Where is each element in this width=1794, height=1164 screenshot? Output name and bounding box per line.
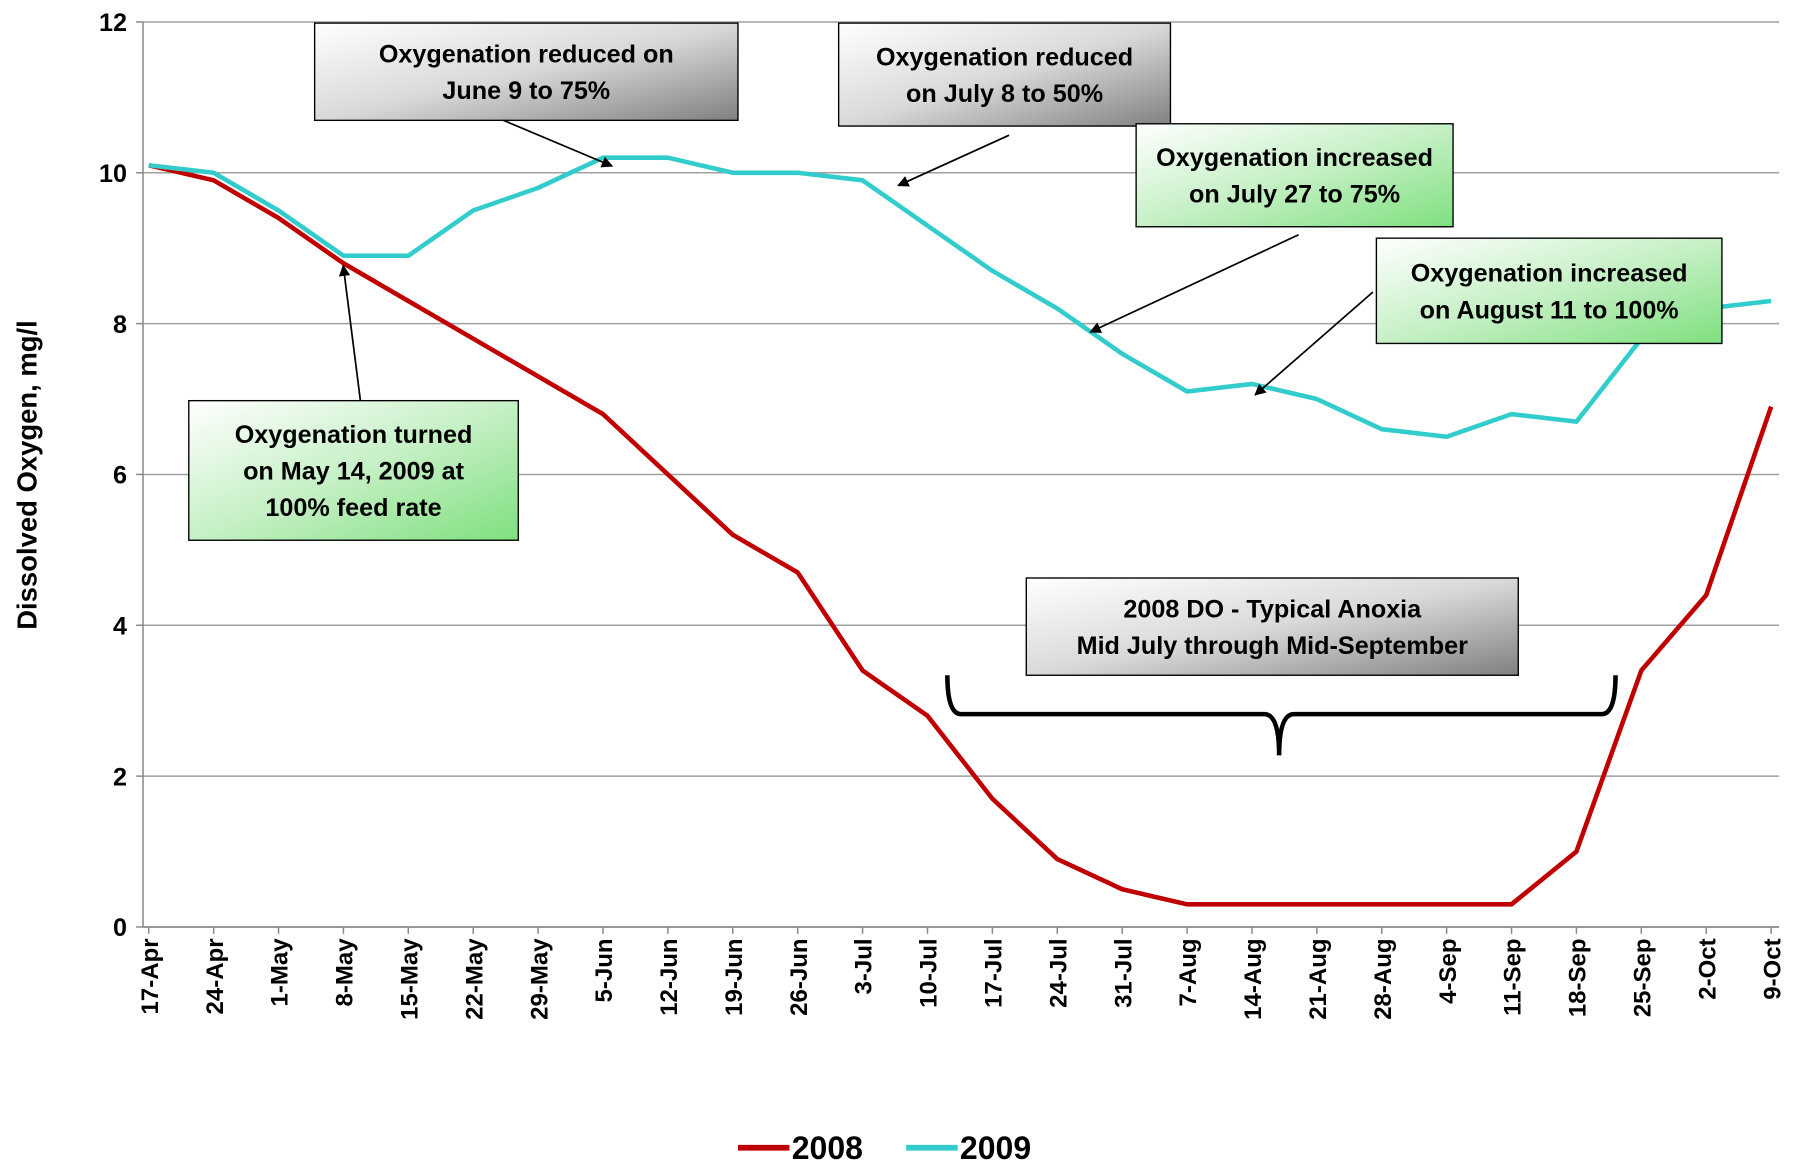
x-tick-label: 15-May (396, 938, 423, 1020)
x-tick-label: 29-May (526, 938, 553, 1020)
legend-label: 2009 (960, 1130, 1031, 1164)
y-tick-label: 6 (113, 462, 127, 490)
x-tick-label: 3-Jul (851, 938, 878, 994)
annotation-arrow (503, 119, 614, 168)
annotation-text: Oxygenation turned (235, 421, 473, 449)
x-tick-label: 24-Jul (1045, 938, 1072, 1007)
y-tick-label: 0 (113, 914, 127, 942)
x-tick-label: 26-Jun (786, 938, 813, 1015)
annotation-text: on July 27 to 75% (1189, 181, 1400, 209)
x-tick-label: 1-May (267, 938, 294, 1007)
x-tick-label: 17-Jul (981, 938, 1008, 1007)
x-tick-label: 7-Aug (1175, 938, 1202, 1006)
x-tick-label: 8-May (332, 938, 359, 1007)
y-tick-label: 10 (99, 160, 127, 188)
x-tick-label: 2-Oct (1694, 938, 1721, 999)
annotation-box (1025, 577, 1519, 676)
x-tick-label: 22-May (461, 938, 488, 1020)
y-tick-label: 2 (113, 763, 127, 791)
annotation-text: Oxygenation reduced (876, 43, 1133, 71)
x-tick-label: 11-Sep (1500, 938, 1527, 1015)
annotation-box (1135, 123, 1454, 228)
annotation-box (837, 22, 1172, 127)
annotation-arrow (1254, 291, 1374, 396)
annotation-text: Oxygenation increased (1156, 144, 1433, 172)
y-tick-label: 4 (113, 612, 127, 640)
annotation-box (188, 399, 519, 541)
line-series (148, 163, 1774, 907)
y-tick-label: 12 (99, 9, 127, 37)
annotation-box (1375, 237, 1723, 345)
annotation-text: on August 11 to 100% (1420, 296, 1679, 324)
annotation-text: June 9 to 75% (442, 77, 610, 105)
annotation-arrow (1089, 233, 1299, 333)
x-tick-label: 28-Aug (1370, 938, 1397, 1019)
x-tick-label: 31-Jul (1110, 938, 1137, 1007)
annotation-text: Oxygenation increased (1411, 260, 1688, 288)
brace (945, 675, 1618, 756)
annotation-text: 2008 DO - Typical Anoxia (1123, 595, 1422, 623)
x-tick-label: 25-Sep (1629, 938, 1656, 1017)
y-tick-label: 8 (113, 311, 127, 339)
line-series (148, 155, 1772, 440)
annotation-text: Oxygenation reduced on (379, 41, 674, 69)
legend-label: 2008 (792, 1130, 863, 1164)
x-tick-label: 12-Jun (656, 938, 683, 1015)
annotation-text: 100% feed rate (265, 494, 441, 522)
annotation-arrow (897, 134, 1010, 187)
x-tick-label: 18-Sep (1565, 938, 1592, 1017)
annotation-text: Mid July through Mid-September (1077, 632, 1469, 660)
annotation-text: on May 14, 2009 at (243, 458, 465, 486)
y-axis-title: Dissolved Oxygen, mg/l (12, 320, 43, 630)
annotation-arrow (338, 264, 362, 401)
x-tick-label: 17-Apr (137, 938, 164, 1014)
x-tick-label: 24-Apr (202, 938, 229, 1014)
x-tick-label: 14-Aug (1240, 938, 1267, 1019)
x-tick-label: 10-Jul (916, 938, 943, 1007)
x-tick-label: 9-Oct (1759, 938, 1786, 999)
annotation-text: on July 8 to 50% (906, 80, 1103, 108)
x-tick-label: 21-Aug (1305, 938, 1332, 1019)
x-tick-label: 19-Jun (721, 938, 748, 1015)
annotation-box (313, 22, 739, 122)
x-tick-label: 4-Sep (1435, 938, 1462, 1003)
x-tick-label: 5-Jun (591, 938, 618, 1002)
